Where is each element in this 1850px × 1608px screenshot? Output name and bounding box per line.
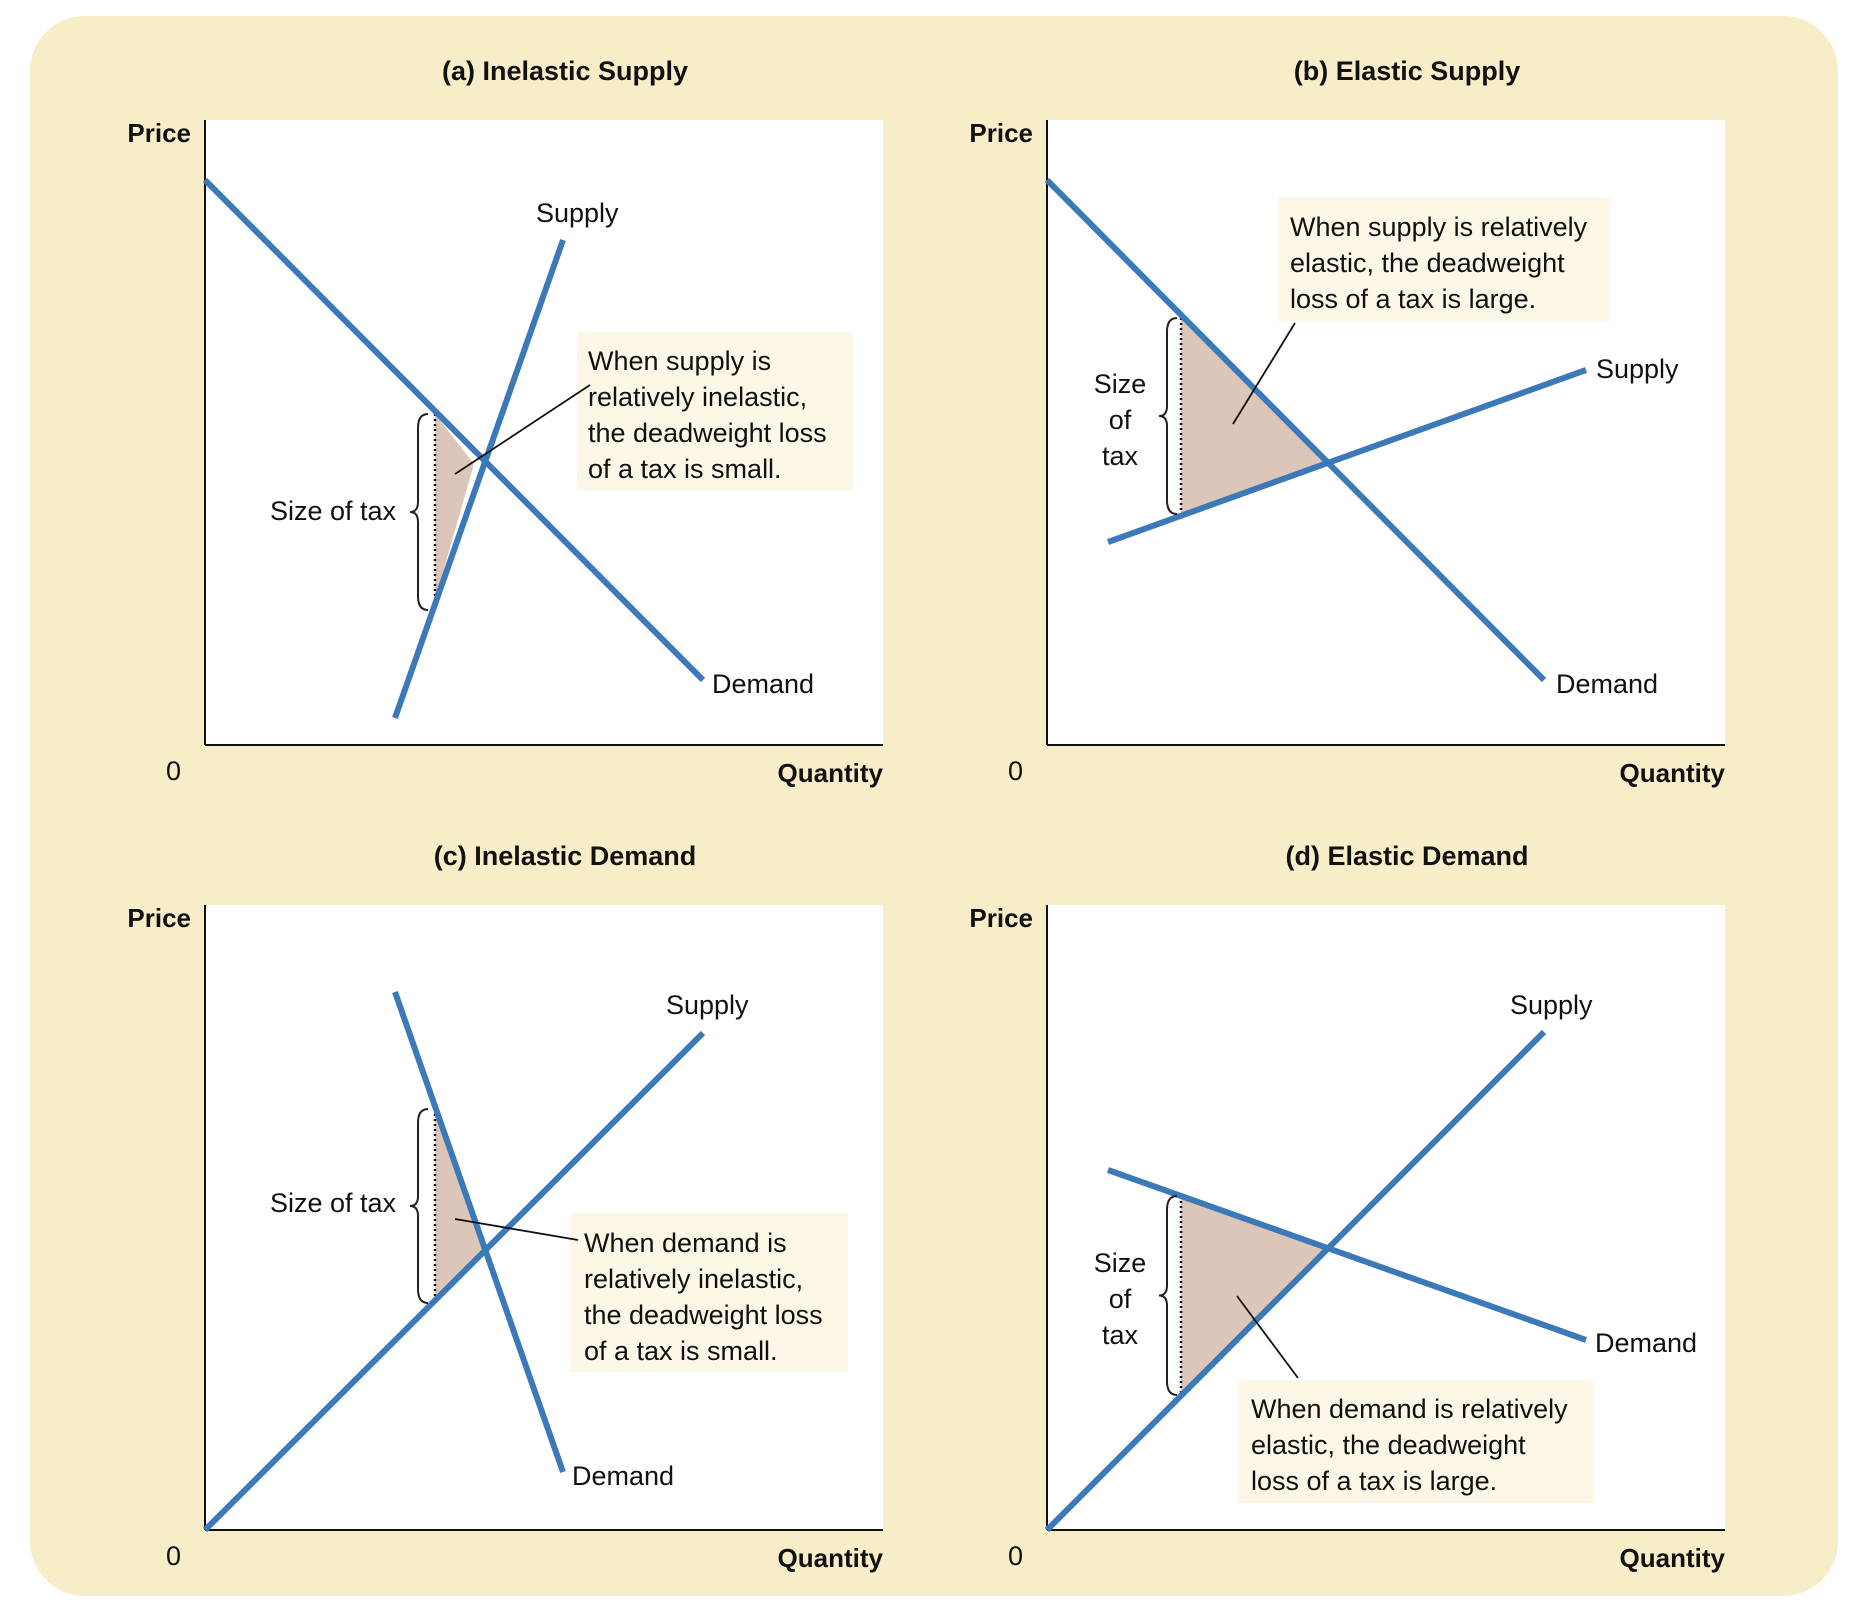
- annotation-text: relatively inelastic,: [584, 1264, 803, 1294]
- size-of-tax-label: of: [1109, 405, 1132, 435]
- annotation-text: of a tax is small.: [584, 1336, 778, 1366]
- annotation-text: When supply is relatively: [1290, 212, 1588, 242]
- panel-b: (b) Elastic Supply Price Quantity 0 Supply De…: [969, 56, 1725, 788]
- x-axis-label: Quantity: [1620, 758, 1726, 788]
- deadweight-loss-area: [1181, 1196, 1327, 1395]
- supply-curve: [1044, 1029, 1547, 1533]
- size-of-tax-label: Size: [1094, 1248, 1147, 1278]
- deadweight-loss-area: [435, 414, 474, 600]
- size-of-tax-label: Size: [1094, 369, 1147, 399]
- size-of-tax-brace: [409, 413, 429, 611]
- annotation-text: of a tax is small.: [588, 454, 782, 484]
- supply-label: Supply: [666, 990, 749, 1020]
- x-axis-label: Quantity: [778, 758, 884, 788]
- panel-a: (a) Inelastic Supply Price Quantity 0 Supply…: [127, 56, 883, 788]
- annotation-leader-line: [1236, 1295, 1299, 1379]
- annotation-text: relatively inelastic,: [588, 382, 807, 412]
- panel-title: (d) Elastic Demand: [1285, 841, 1528, 871]
- demand-curve: [1044, 177, 1547, 683]
- annotation-box: [1278, 198, 1610, 321]
- origin-label: 0: [1008, 1541, 1023, 1571]
- origin-label: 0: [1008, 756, 1023, 786]
- demand-curve: [202, 177, 706, 683]
- annotation-text: When demand is relatively: [1251, 1394, 1568, 1424]
- deadweight-loss-area: [1181, 318, 1330, 514]
- annotation-text: the deadweight loss: [584, 1300, 823, 1330]
- supply-curve: [1106, 367, 1588, 545]
- supply-curve: [202, 1030, 706, 1533]
- annotation-box: [1238, 1380, 1594, 1503]
- y-axis-label: Price: [969, 118, 1033, 148]
- annotation-text: When demand is: [584, 1228, 787, 1258]
- size-of-tax-brace: [409, 1108, 429, 1304]
- origin-label: 0: [166, 1541, 181, 1571]
- annotation-text: loss of a tax is large.: [1290, 284, 1536, 314]
- annotation-leader-line: [1232, 322, 1296, 425]
- size-of-tax-label: of: [1109, 1284, 1132, 1314]
- size-of-tax-label: tax: [1102, 441, 1139, 471]
- supply-label: Supply: [1510, 990, 1593, 1020]
- size-of-tax-label: Size of tax: [270, 496, 397, 526]
- size-of-tax-brace: [1158, 1195, 1178, 1396]
- annotation-text: loss of a tax is large.: [1251, 1466, 1497, 1496]
- panel-title: (a) Inelastic Supply: [442, 56, 688, 86]
- size-of-tax-label: Size of tax: [270, 1188, 397, 1218]
- panel-d: (d) Elastic Demand Price Quantity 0 Supply De…: [969, 841, 1725, 1573]
- y-axis-label: Price: [969, 903, 1033, 933]
- annotation-box: [577, 332, 853, 490]
- annotation-text: elastic, the deadweight: [1290, 248, 1565, 278]
- demand-label: Demand: [572, 1461, 674, 1491]
- deadweight-loss-area: [435, 1109, 486, 1303]
- demand-label: Demand: [712, 669, 814, 699]
- supply-curve: [392, 239, 566, 719]
- panel-c: (c) Inelastic Demand Price Quantity 0 Supply…: [127, 841, 883, 1573]
- annotation-leader-line: [454, 384, 591, 475]
- y-axis-label: Price: [127, 118, 191, 148]
- origin-label: 0: [166, 756, 181, 786]
- x-axis-label: Quantity: [1620, 1543, 1726, 1573]
- x-axis-label: Quantity: [778, 1543, 884, 1573]
- y-axis-label: Price: [127, 903, 191, 933]
- demand-curve: [1106, 1167, 1588, 1343]
- demand-label: Demand: [1595, 1328, 1697, 1358]
- size-of-tax-label: tax: [1102, 1320, 1139, 1350]
- supply-label: Supply: [1596, 354, 1679, 384]
- annotation-box: [570, 1214, 848, 1372]
- supply-label: Supply: [536, 198, 619, 228]
- annotation-text: When supply is: [588, 346, 771, 376]
- panel-title: (c) Inelastic Demand: [434, 841, 697, 871]
- annotation-text: elastic, the deadweight: [1251, 1430, 1526, 1460]
- demand-label: Demand: [1556, 669, 1658, 699]
- size-of-tax-brace: [1158, 317, 1178, 515]
- annotation-leader-line: [454, 1218, 579, 1241]
- annotation-text: the deadweight loss: [588, 418, 827, 448]
- panel-title: (b) Elastic Supply: [1294, 56, 1521, 86]
- demand-curve: [392, 991, 566, 1473]
